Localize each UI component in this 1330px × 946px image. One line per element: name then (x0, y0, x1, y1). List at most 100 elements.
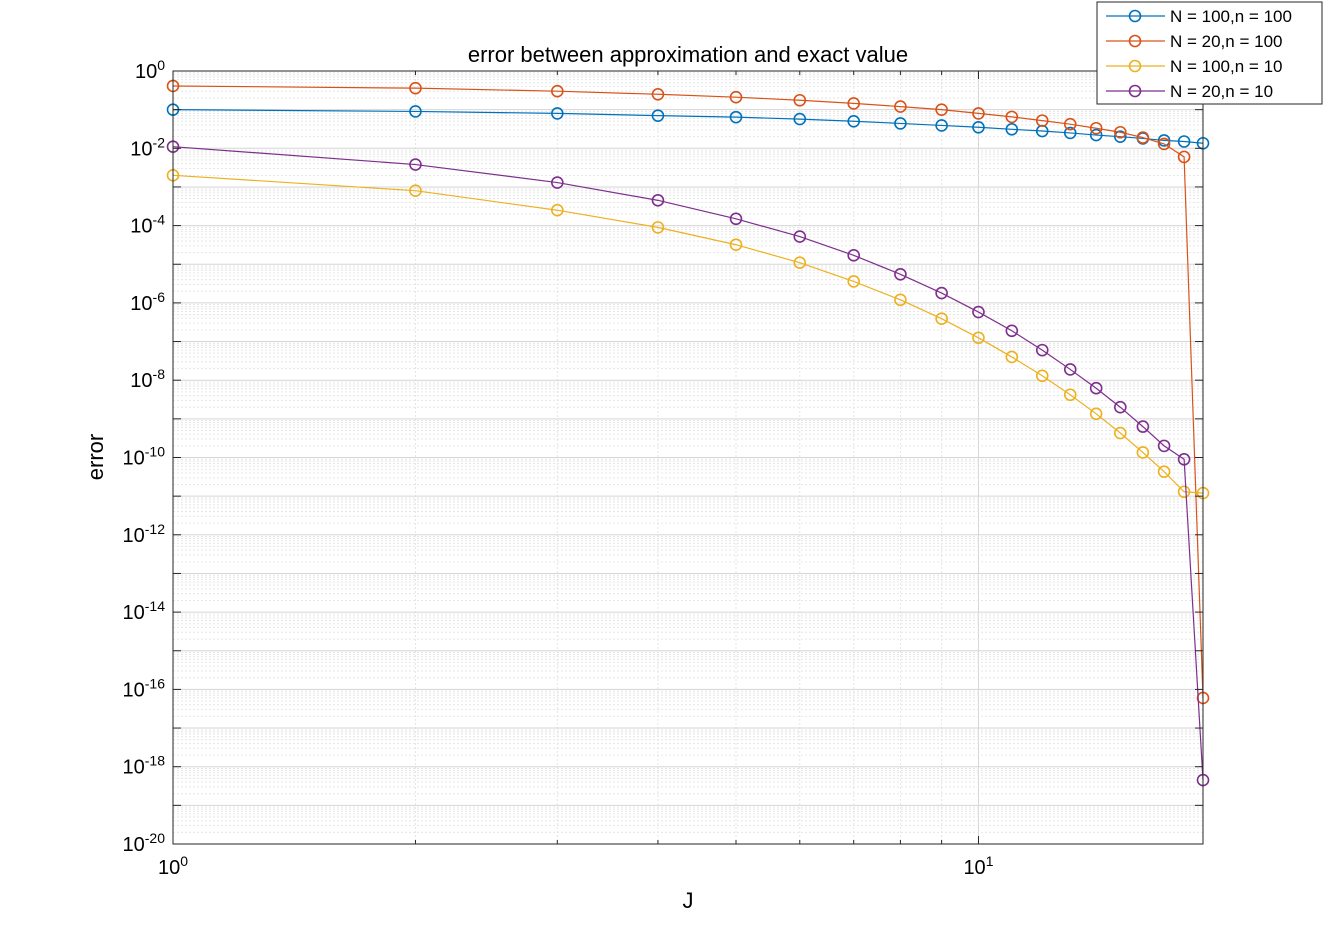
data-point (1089, 121, 1103, 135)
data-point (1005, 123, 1019, 136)
series-line (172, 146, 1204, 781)
y-tick-label: 10-4 (130, 212, 165, 238)
data-point (551, 176, 564, 189)
y-tick-label: 10-14 (123, 598, 166, 624)
data-point (729, 110, 743, 124)
data-point (651, 109, 665, 122)
data-point (1114, 426, 1127, 440)
data-point (1063, 126, 1077, 140)
y-tick-label: 100 (135, 57, 165, 83)
data-point (972, 305, 985, 319)
data-point (1177, 452, 1191, 466)
x-tick-label: 101 (963, 853, 993, 879)
data-point (1035, 369, 1049, 383)
series-4 (166, 140, 1210, 787)
data-point (935, 119, 948, 132)
data-point (1063, 117, 1077, 131)
data-point (1005, 350, 1019, 364)
data-point (1114, 130, 1127, 143)
y-axis-label: error (83, 434, 108, 480)
legend-label: N = 20,n = 10 (1170, 82, 1273, 101)
y-tick-label: 10-6 (130, 289, 165, 315)
chart-title: error between approximation and exact va… (468, 42, 908, 67)
series-line (172, 85, 1204, 698)
series-line (172, 109, 1204, 144)
data-point (935, 286, 948, 300)
data-point (894, 293, 907, 307)
data-point (972, 331, 985, 345)
data-point (1005, 110, 1019, 124)
data-point (1063, 388, 1077, 402)
data-point (1136, 420, 1150, 433)
data-point (1035, 114, 1049, 127)
data-point (1157, 137, 1171, 151)
data-point (935, 312, 948, 326)
x-axis-label: J (683, 888, 694, 913)
data-point (1177, 150, 1191, 164)
data-point (1177, 135, 1191, 148)
data-point (1136, 446, 1150, 459)
data-point (551, 107, 564, 120)
legend-label: N = 100,n = 100 (1170, 7, 1292, 26)
data-point (1089, 381, 1103, 395)
data-point (793, 256, 807, 269)
legend-entry: N = 20,n = 100 (1106, 32, 1282, 51)
legend-box (1096, 1, 1323, 105)
grid (172, 70, 1203, 845)
data-point (793, 230, 807, 243)
data-point (847, 97, 861, 110)
data-point (1114, 125, 1127, 139)
legend-label: N = 100,n = 10 (1170, 57, 1282, 76)
data-point (551, 203, 564, 217)
data-point (894, 100, 907, 113)
data-point (1089, 407, 1103, 421)
y-tick-label: 10-16 (123, 675, 166, 701)
series-3 (166, 169, 1210, 500)
data-point (729, 90, 743, 104)
data-point (1005, 324, 1019, 338)
axis-ticks: 100 10-2 10-4 10-6 10-8 10-10 10-12 10-14 10-16 1… (123, 57, 1203, 879)
data-point (972, 120, 985, 134)
data-point (729, 238, 743, 252)
data-point (1157, 465, 1171, 478)
data-point (409, 81, 422, 95)
legend-label: N = 20,n = 100 (1170, 32, 1282, 51)
data-point (935, 103, 948, 116)
data-point (1157, 439, 1171, 453)
legend-entry: N = 20,n = 10 (1106, 82, 1273, 101)
data-point (1136, 131, 1150, 144)
data-point (847, 275, 861, 288)
data-point (651, 194, 665, 207)
data-point (1177, 485, 1191, 499)
legend-entry: N = 100,n = 100 (1106, 7, 1292, 26)
legend-marker (1128, 59, 1142, 73)
data-point (651, 221, 665, 234)
data-point (1063, 363, 1077, 376)
data-point (1114, 400, 1127, 414)
data-point (1089, 128, 1103, 142)
y-tick-label: 10-10 (123, 444, 166, 470)
data-point (409, 105, 422, 118)
y-tick-label: 10-8 (130, 366, 165, 392)
data-point (972, 107, 985, 120)
data-point (793, 112, 807, 126)
data-point (409, 184, 422, 197)
legend-marker (1128, 34, 1142, 48)
legend-entry: N = 100,n = 10 (1106, 57, 1282, 76)
data-point (729, 212, 743, 226)
y-tick-label: 10-20 (123, 830, 166, 856)
data-point (409, 158, 422, 171)
data-point (894, 117, 907, 130)
series-line (172, 174, 1204, 494)
data-point (651, 87, 665, 101)
data-point (894, 267, 907, 281)
x-tick-label: 100 (158, 853, 188, 879)
series-group (166, 79, 1210, 787)
data-point (1157, 134, 1171, 147)
y-tick-label: 10-12 (123, 521, 166, 547)
data-point (551, 84, 564, 98)
series-2 (166, 79, 1210, 705)
legend-marker (1128, 84, 1142, 98)
y-tick-label: 10-18 (123, 753, 166, 779)
